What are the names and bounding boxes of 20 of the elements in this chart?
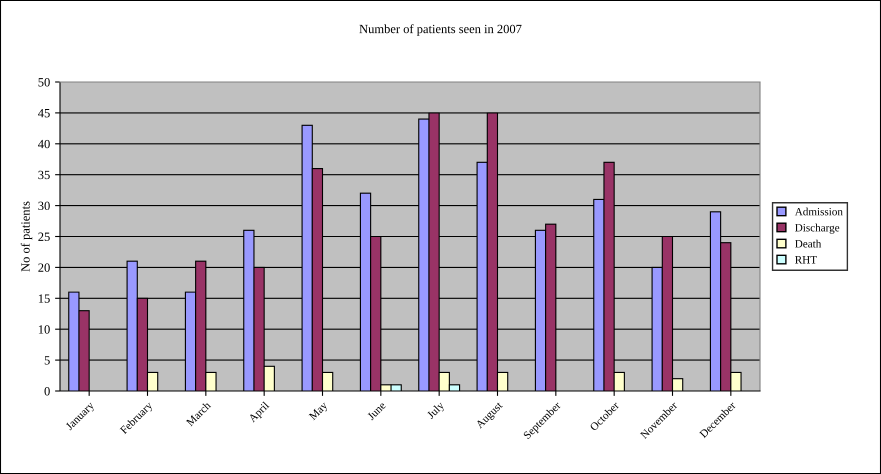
y-tick-label: 5: [44, 356, 50, 365]
y-tick-label: 50: [38, 78, 50, 86]
x-tick-label: July: [426, 400, 446, 421]
y-tick-label: 15: [38, 294, 50, 303]
chart-title: Number of patients seen in 2007: [359, 24, 522, 36]
y-axis-title: No of patients: [20, 202, 32, 272]
y-tick-label: 45: [38, 109, 50, 118]
legend-label: Death: [795, 240, 822, 248]
y-tick-label: 25: [38, 232, 50, 241]
legend-label: Discharge: [795, 224, 840, 234]
y-tick-label: 40: [38, 140, 50, 148]
y-tick-label: 30: [38, 202, 50, 210]
legend-label: RHT: [795, 256, 817, 264]
x-tick-label: June: [366, 401, 386, 420]
x-tick-label: May: [308, 401, 330, 422]
y-tick-label: 10: [38, 325, 50, 334]
y-tick-label: 35: [38, 170, 50, 180]
y-tick-label: 0: [44, 387, 50, 396]
legend-label: Admission: [794, 208, 843, 216]
y-tick-label: 20: [38, 263, 50, 272]
